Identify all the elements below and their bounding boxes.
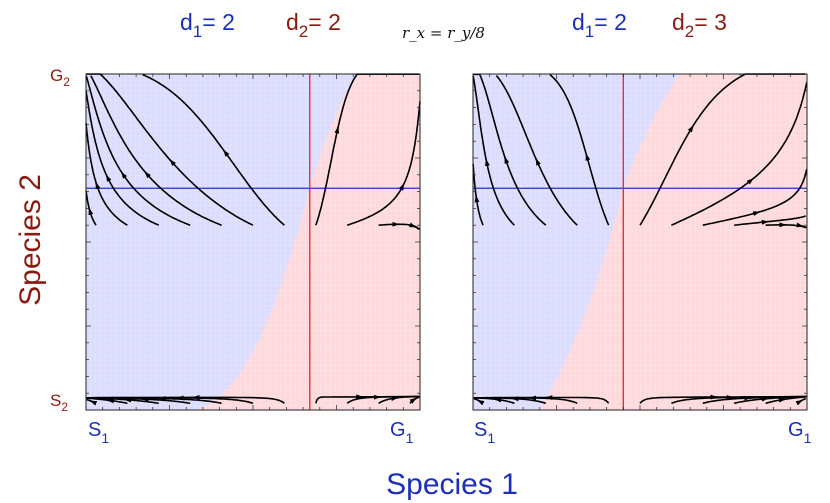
streamline-arrowhead [223,149,230,157]
panel-right-phase-portrait [472,73,808,411]
streamline-arrowhead [89,400,98,406]
streamline-arrowhead [796,222,804,228]
streamline-arrowhead [687,125,694,133]
streamline-arrowhead [474,195,480,203]
rate-equation: r_x = r_y/8 [402,24,485,42]
streamline-arrowhead [477,399,485,406]
streamline [90,75,222,226]
streamline-arrowhead [88,207,94,216]
streamline [671,82,808,226]
streamline-arrowhead [144,171,151,179]
panel1-x-start-label: S1 [88,419,109,446]
streamline-arrowhead [398,183,405,191]
streamline [473,396,610,404]
streamline-arrowhead [120,171,128,179]
panel2-x-start-label: S1 [474,419,495,446]
y-start-label: S2 [50,391,68,414]
y-end-label: G2 [50,66,70,89]
streamline [86,73,254,226]
panel-left-phase-portrait [85,73,421,411]
y-axis-title: Species 2 [14,174,47,306]
streamline [702,168,808,226]
streamline-arrowhead [169,159,176,167]
streamline-arrowhead [105,174,112,182]
streamline [85,91,160,226]
panel1-d1-label: d1= 2 [180,9,235,41]
streamline-arrowhead [585,153,591,161]
streamline [346,101,421,226]
streamline-arrowhead [334,126,340,134]
streamline-arrowhead [752,211,761,217]
streamline-arrowhead [391,396,399,401]
streamline [472,75,515,226]
streamline [85,75,191,226]
streamline [549,73,610,226]
grid-overlay [86,74,420,410]
grid-overlay [473,74,807,410]
streamline [87,396,285,404]
streamline-arrowhead [106,398,115,404]
panel1-x-end-label: G1 [390,419,414,446]
streamline [472,163,484,226]
panel1-d2-label: d2= 2 [286,9,341,41]
panel2-x-end-label: G1 [788,419,812,446]
panel2-d1-label: d1= 2 [572,9,627,41]
streamline-arrowhead [504,156,510,164]
streamline-arrowhead [484,158,490,167]
streamline [473,73,547,226]
streamline-arrowhead [778,397,786,403]
streamline-arrowhead [535,158,541,166]
streamline [733,395,806,405]
x-axis-title: Species 1 [386,468,518,501]
streamline-arrowhead [408,222,417,228]
streamline-arrowhead [746,178,754,185]
streamline-arrowhead [494,397,502,403]
streamline [734,215,806,226]
streamline [85,122,128,226]
panel2-d2-label: d2= 3 [672,9,727,41]
streamline-arrowhead [95,181,101,190]
streamline [142,73,285,226]
streamline-arrowhead [795,399,803,406]
streamline-arrowhead [409,397,417,404]
streamline [495,74,578,226]
streamline [378,395,420,404]
